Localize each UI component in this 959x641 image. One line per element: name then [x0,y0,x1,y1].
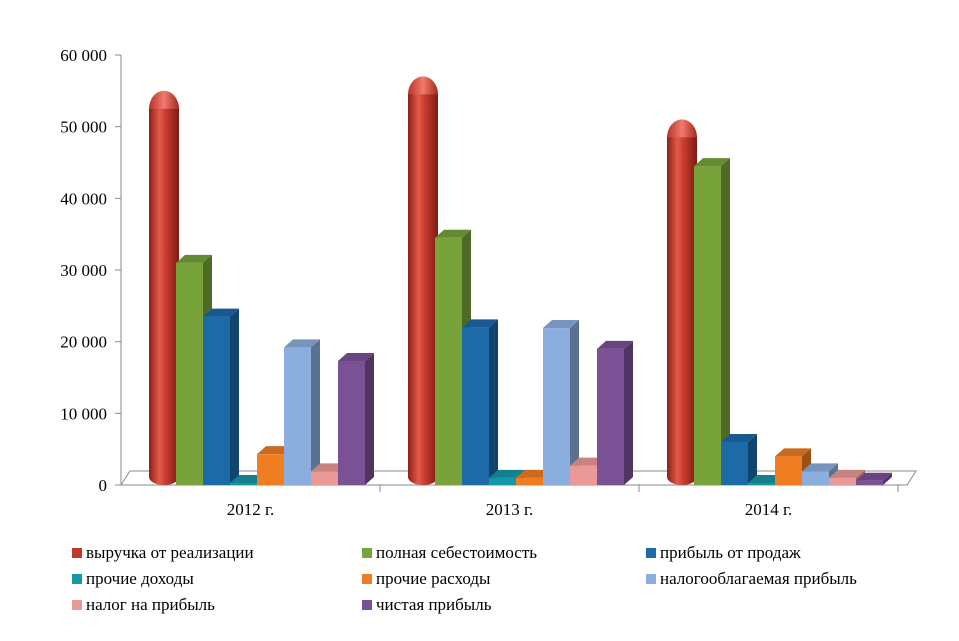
bar-1-2 [408,76,438,486]
legend-item: чистая прибыль [362,595,491,615]
legend-swatch [72,600,82,610]
bar-2-3 [694,158,730,486]
bar-3-3 [721,434,757,485]
y-tick-label: 50 000 [60,118,107,137]
bar-8-1 [338,353,374,485]
x-tick-label: 2013 г. [486,500,534,519]
legend-item: налогооблагаемая прибыль [646,569,857,589]
legend-item: прочие доходы [72,569,194,589]
bar-1-1 [149,90,179,485]
legend-label: чистая прибыль [376,595,492,614]
y-tick-label: 40 000 [60,189,107,208]
bar-8-3 [856,472,892,485]
y-tick-label: 30 000 [60,261,107,280]
legend-swatch [362,574,372,584]
x-tick-label: 2012 г. [227,500,275,519]
legend-swatch [646,574,656,584]
legend-label: прочие доходы [86,569,194,588]
legend-swatch [362,600,372,610]
y-tick-label: 20 000 [60,333,107,352]
x-tick-label: 2014 г. [745,500,793,519]
axis-labels: 0 10 000 20 000 30 000 40 000 50 000 60 000 201… [60,46,792,519]
y-tick-label: 0 [99,476,108,495]
legend-label: выручка от реализации [86,543,254,562]
legend-label: налог на прибыль [86,595,215,614]
legend-item: выручка от реализации [72,543,254,563]
bar-8-2 [597,340,633,485]
legend-item: полная себестоимость [362,543,537,563]
legend-swatch [72,548,82,558]
bar-3-2 [462,319,498,485]
legend-item: прибыль от продаж [646,543,801,563]
bar-6-2 [543,320,579,485]
bars [149,76,892,486]
legend-item: налог на прибыль [72,595,215,615]
legend-label: прочие расходы [376,569,491,588]
legend-item: прочие расходы [362,569,490,589]
legend-swatch [362,548,372,558]
y-tick-label: 10 000 [60,404,107,423]
legend-swatch [646,548,656,558]
legend-label: налогооблагаемая прибыль [660,569,857,588]
legend-label: прибыль от продаж [660,543,801,562]
legend-swatch [72,574,82,584]
legend-label: полная себестоимость [376,543,538,562]
y-tick-label: 60 000 [60,46,107,65]
bar-1-3 [667,119,697,485]
bar-6-1 [284,339,320,485]
bar-3-1 [203,308,239,485]
